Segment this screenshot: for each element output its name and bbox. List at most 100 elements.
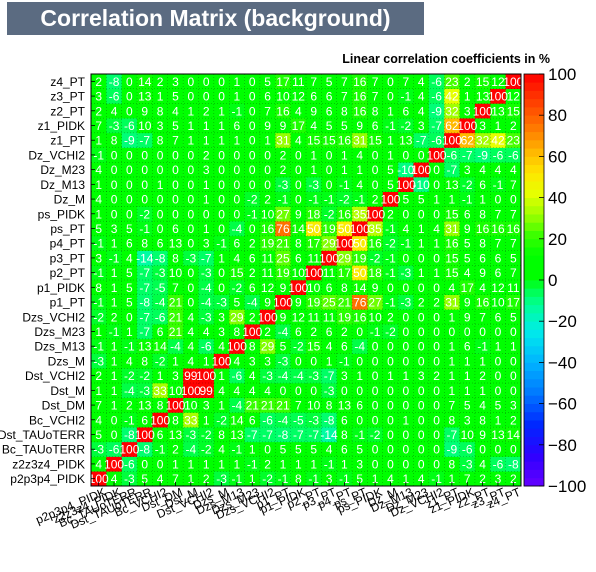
cell-value: 2	[264, 193, 271, 207]
cell-value: 0	[326, 178, 333, 192]
heatmap-cell	[505, 280, 522, 296]
cell-value: 6	[356, 399, 363, 413]
cell-value: 0	[402, 325, 409, 339]
cell-value: -6	[201, 340, 212, 354]
heatmap-cell	[137, 132, 153, 148]
cell-value: 0	[157, 193, 164, 207]
heatmap-cell	[505, 397, 522, 413]
cell-value: 8	[95, 281, 102, 295]
heatmap-cell	[152, 88, 169, 104]
heatmap-cell	[290, 368, 307, 384]
heatmap-cell	[106, 103, 123, 119]
heatmap-cell	[428, 177, 445, 193]
heatmap-cell	[259, 397, 276, 413]
cell-value: -3	[185, 428, 196, 442]
heatmap-cell	[259, 368, 276, 384]
heatmap-cell	[290, 383, 307, 399]
heatmap-cell	[306, 456, 322, 472]
heatmap-cell	[121, 294, 138, 310]
colorbar-segment	[524, 280, 544, 289]
heatmap-cell	[382, 471, 399, 487]
cell-value: 1	[172, 457, 179, 471]
heatmap-cell	[106, 280, 123, 296]
cell-value: 16	[276, 104, 290, 118]
heatmap-cell	[152, 221, 169, 237]
cell-value: 29	[322, 237, 336, 251]
cell-value: 9	[264, 119, 271, 133]
heatmap-cell	[121, 118, 138, 134]
heatmap-cell	[198, 132, 215, 148]
heatmap-cell	[244, 412, 261, 428]
heatmap-cell	[121, 324, 138, 340]
heatmap-cell	[428, 324, 445, 340]
cell-value: 9	[464, 296, 471, 310]
heatmap-cell	[229, 265, 245, 281]
heatmap-cell	[259, 177, 276, 193]
cell-value: 100	[488, 90, 508, 104]
cell-value: 8	[172, 251, 179, 265]
cell-value: -9	[477, 148, 488, 162]
heatmap-cell	[367, 162, 384, 178]
cell-value: 0	[141, 178, 148, 192]
cell-value: -3	[201, 266, 212, 280]
heatmap-cell	[229, 280, 245, 296]
heatmap-cell	[398, 132, 414, 148]
heatmap-cell	[321, 383, 338, 399]
cell-value: 0	[187, 266, 194, 280]
cell-value: -8	[109, 75, 120, 89]
cell-value: 1	[234, 90, 241, 104]
heatmap-cell	[198, 427, 215, 443]
cell-value: -1	[431, 472, 442, 486]
cell-value: 1	[341, 163, 348, 177]
heatmap-cell	[459, 427, 476, 443]
cell-value: 0	[157, 207, 164, 221]
cell-value: 14	[353, 281, 367, 295]
cell-value: 5	[264, 75, 271, 89]
cell-value: 0	[157, 148, 164, 162]
heatmap-cell	[382, 147, 399, 163]
heatmap-cell	[398, 324, 414, 340]
cell-value: 8	[479, 413, 486, 427]
cell-value: 2	[341, 325, 348, 339]
cell-value: 2	[111, 310, 118, 324]
heatmap-cell	[198, 191, 215, 207]
cell-value: 2	[203, 148, 210, 162]
heatmap-cell	[352, 280, 368, 296]
cell-value: 10	[307, 281, 321, 295]
colorbar-segment	[524, 345, 544, 355]
cell-value: 0	[234, 178, 241, 192]
cell-value: 5	[326, 119, 333, 133]
heatmap-cell	[428, 132, 445, 148]
heatmap-cell	[474, 397, 491, 413]
colorbar-segment	[524, 148, 544, 157]
cell-value: 0	[387, 281, 394, 295]
cell-value: -5	[155, 281, 166, 295]
cell-value: 100	[273, 296, 293, 310]
cell-value: -7	[308, 428, 319, 442]
cell-value: 16	[353, 75, 367, 89]
heatmap-cell	[367, 74, 384, 90]
heatmap-cell	[198, 368, 215, 384]
cell-value: 8	[141, 354, 148, 368]
heatmap-cell	[490, 265, 506, 281]
cell-value: 0	[418, 340, 425, 354]
cell-value: 3	[95, 251, 102, 265]
cell-value: 62	[461, 134, 475, 148]
cell-value: 6	[326, 281, 333, 295]
colorbar-segment	[524, 181, 544, 190]
cell-value: 0	[126, 104, 133, 118]
cell-value: -4	[201, 281, 212, 295]
y-axis-label: p1_PIDK	[37, 281, 85, 295]
heatmap-cell	[244, 441, 261, 457]
cell-value: -2	[370, 428, 381, 442]
cell-value: 7	[510, 237, 517, 251]
heatmap-cell	[321, 118, 338, 134]
heatmap-cell	[490, 250, 506, 266]
heatmap-cell	[121, 441, 138, 457]
cell-value: 2	[387, 310, 394, 324]
heatmap-cell	[459, 294, 476, 310]
cell-value: 17	[507, 296, 521, 310]
cell-value: 8	[234, 325, 241, 339]
heatmap-cell	[121, 309, 138, 325]
heatmap-cell	[428, 118, 445, 134]
